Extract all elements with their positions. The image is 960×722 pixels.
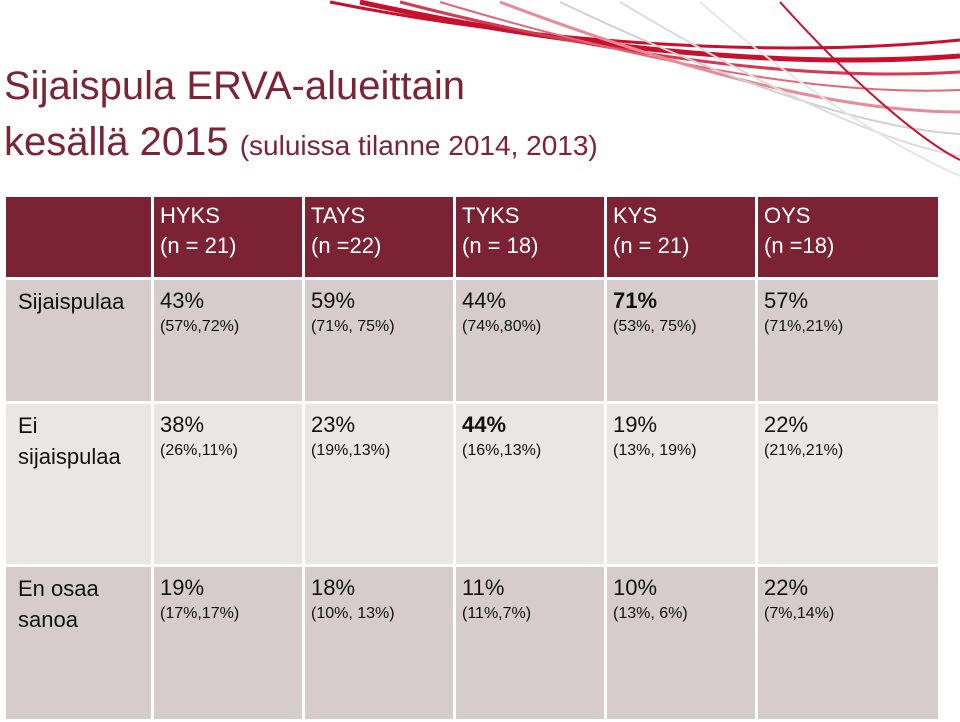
table-cell: 57% (71%,21%) xyxy=(758,280,938,401)
corner-cell xyxy=(6,197,151,277)
table-cell: 71% (53%, 75%) xyxy=(607,280,755,401)
table-cell: 59% (71%, 75%) xyxy=(305,280,453,401)
table-cell: 19% (17%,17%) xyxy=(154,567,302,719)
column-header: OYS (n =18) xyxy=(758,197,938,277)
results-table: HYKS (n = 21) TAYS (n =22) TYKS (n = 18)… xyxy=(3,194,941,722)
table-cell: 38% (26%,11%) xyxy=(154,404,302,564)
table-cell: 22% (7%,14%) xyxy=(758,567,938,719)
table-row: Sijaispulaa 43% (57%,72%) 59% (71%, 75%) 4… xyxy=(6,280,938,401)
table-row: Ei sijaispulaa 38% (26%,11%) 23% (19%,13%) … xyxy=(6,404,938,564)
table-cell: 43% (57%,72%) xyxy=(154,280,302,401)
table-cell: 18% (10%, 13%) xyxy=(305,567,453,719)
row-label: Sijaispulaa xyxy=(6,280,151,401)
title-line-1: Sijaispula ERVA-alueittain xyxy=(4,64,465,108)
header-row: HYKS (n = 21) TAYS (n =22) TYKS (n = 18)… xyxy=(6,197,938,277)
table-row: En osaa sanoa 19% (17%,17%) 18% (10%, 13%) … xyxy=(6,567,938,719)
title-year: kesällä 2015 xyxy=(4,120,229,164)
row-label: En osaa sanoa xyxy=(6,567,151,719)
table-cell: 23% (19%,13%) xyxy=(305,404,453,564)
column-header: TAYS (n =22) xyxy=(305,197,453,277)
page-title: Sijaispula ERVA-alueittain kesällä 2015 … xyxy=(4,58,598,174)
title-subtitle: (suluissa tilanne 2014, 2013) xyxy=(239,130,598,161)
column-header: HYKS (n = 21) xyxy=(154,197,302,277)
table-cell: 44% (16%,13%) xyxy=(456,404,604,564)
title-line-2: kesällä 2015 (suluissa tilanne 2014, 201… xyxy=(4,114,598,174)
table-cell: 19% (13%, 19%) xyxy=(607,404,755,564)
decorative-swoosh xyxy=(329,0,960,177)
table-cell: 44% (74%,80%) xyxy=(456,280,604,401)
column-header: KYS (n = 21) xyxy=(607,197,755,277)
row-label: Ei sijaispulaa xyxy=(6,404,151,564)
table-cell: 22% (21%,21%) xyxy=(758,404,938,564)
table-cell: 11% (11%,7%) xyxy=(456,567,604,719)
column-header: TYKS (n = 18) xyxy=(456,197,604,277)
table-cell: 10% (13%, 6%) xyxy=(607,567,755,719)
